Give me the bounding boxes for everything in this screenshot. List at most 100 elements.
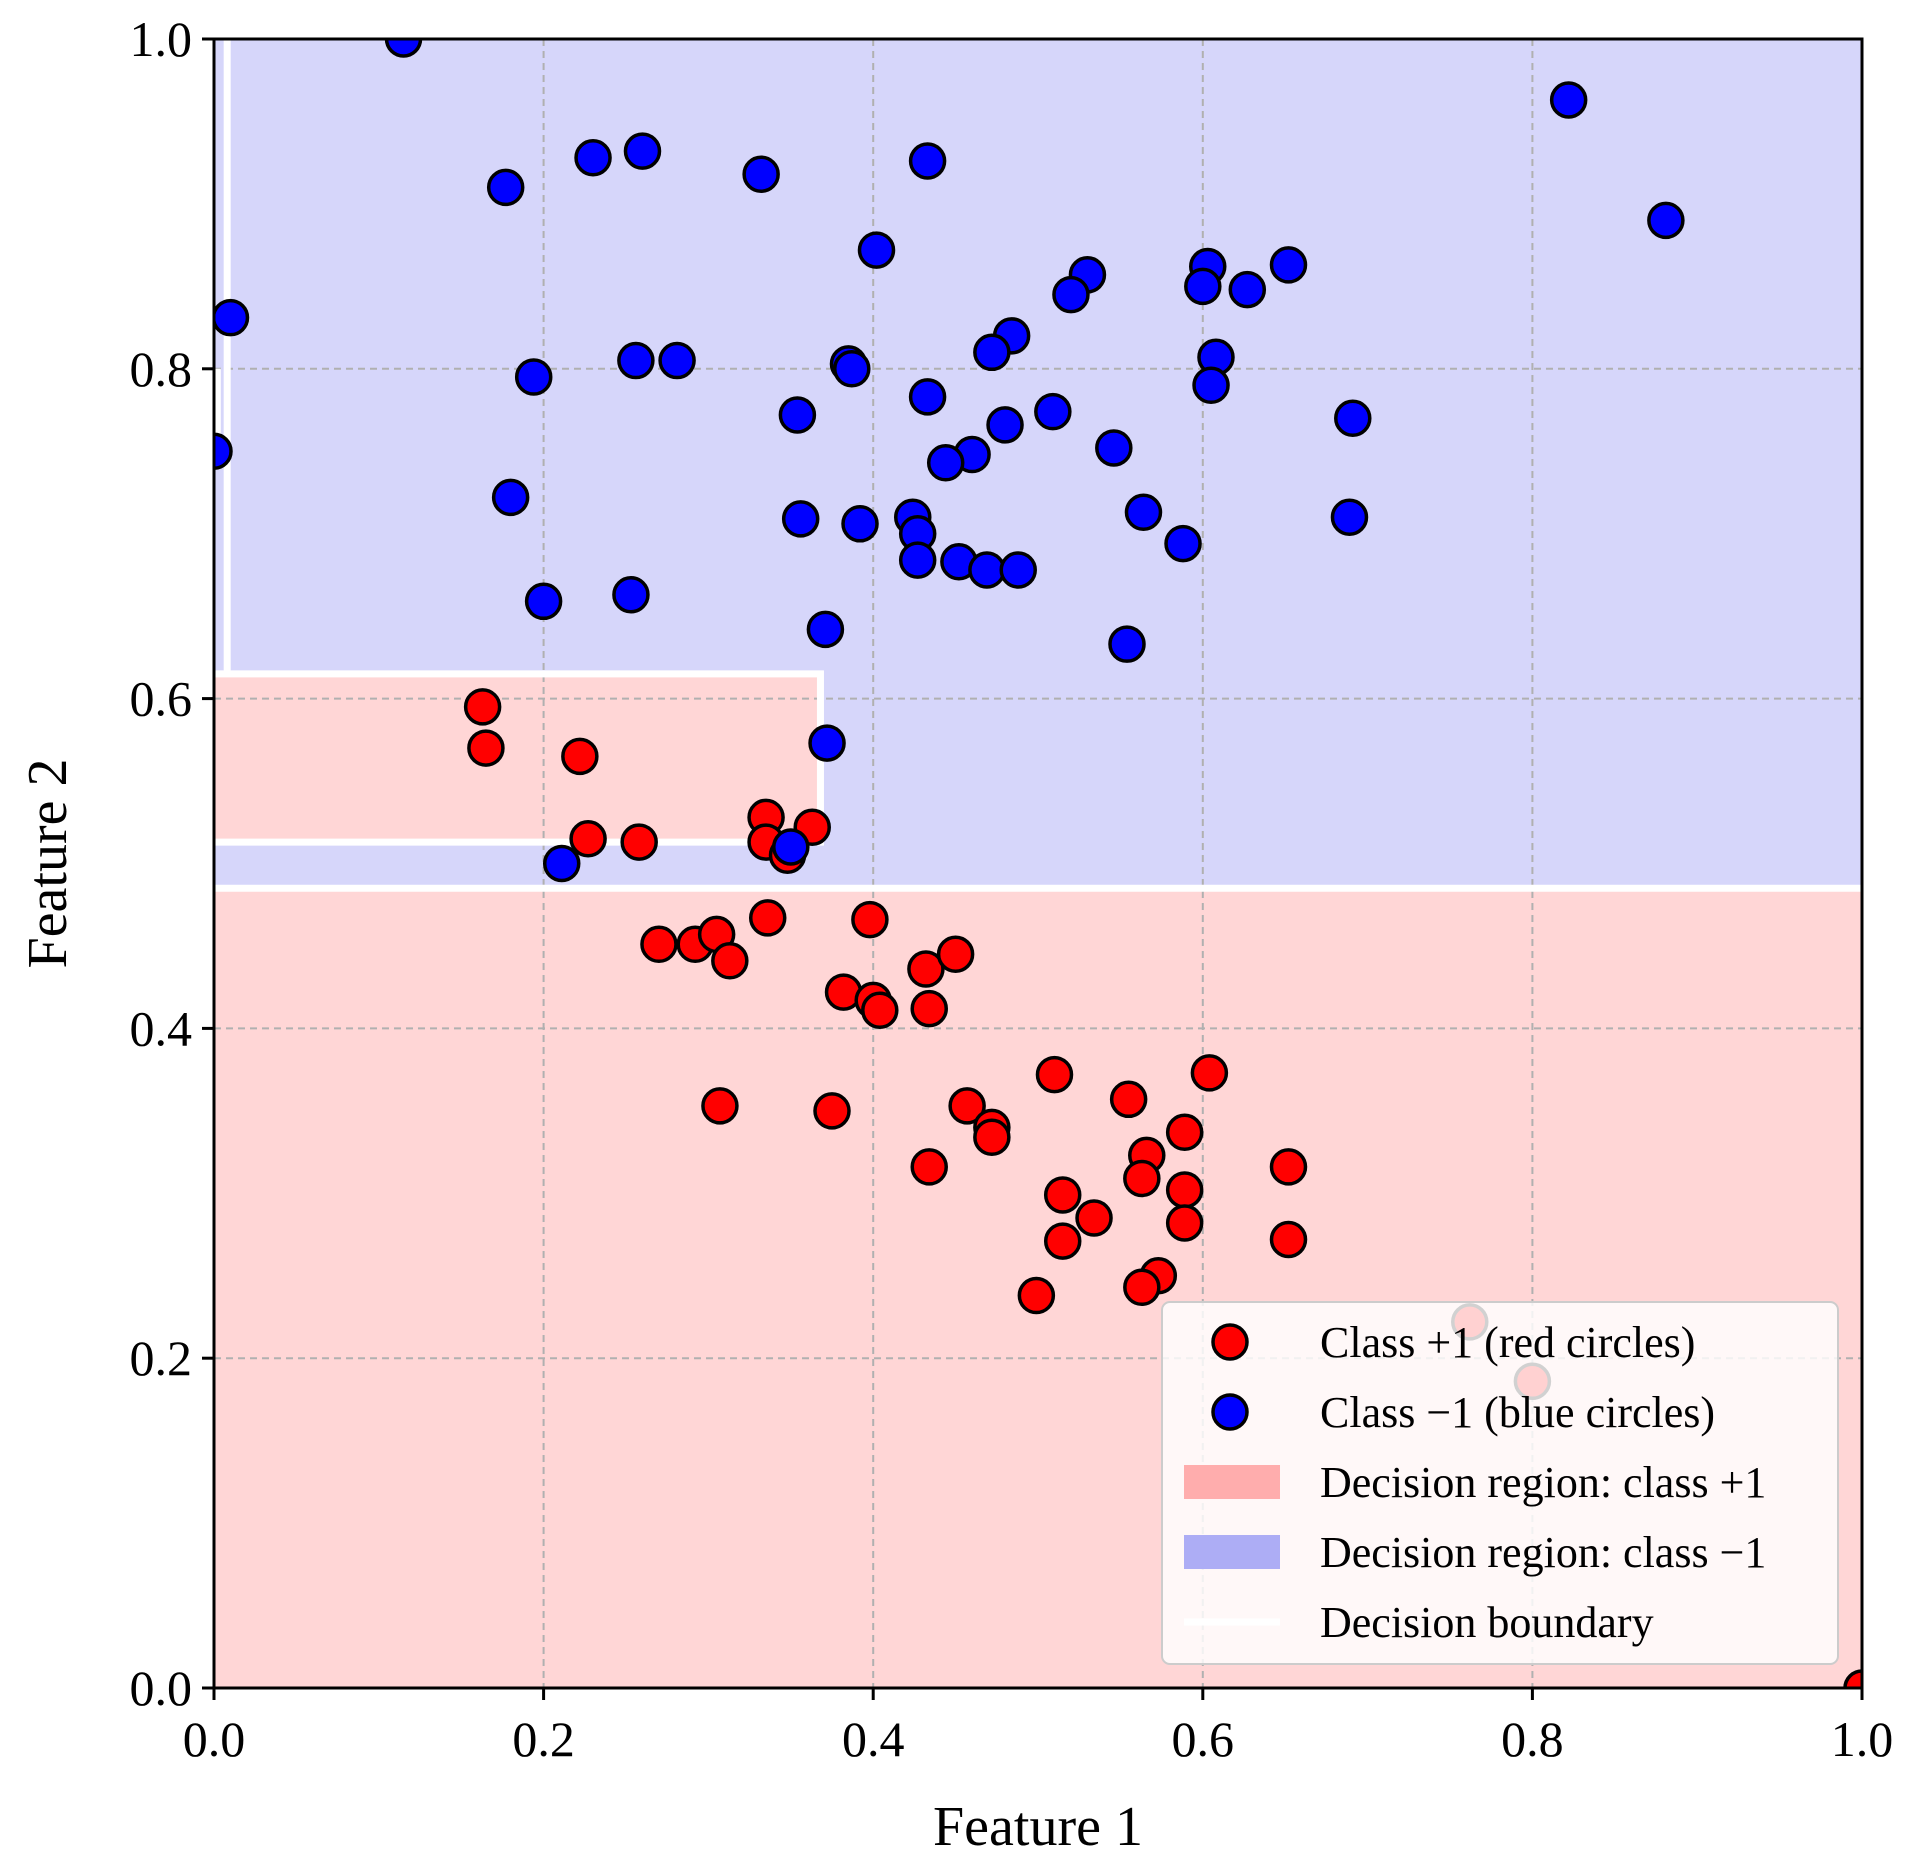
point-class-neg — [1164, 524, 1202, 563]
point-class-neg — [1184, 267, 1222, 306]
legend-label: Class −1 (blue circles) — [1320, 1388, 1715, 1437]
point-class-neg — [612, 575, 650, 614]
legend-patch-region-neg — [1184, 1535, 1280, 1569]
point-class-neg — [781, 500, 820, 538]
point-class-neg — [968, 551, 1006, 589]
point-class-pos — [1075, 1199, 1113, 1237]
y-tick-label: 1.0 — [130, 11, 193, 67]
point-class-neg — [1192, 366, 1230, 405]
point-class-pos — [640, 925, 678, 964]
point-class-neg — [486, 168, 525, 207]
point-class-neg — [1647, 201, 1685, 240]
legend-box — [1161, 1301, 1839, 1665]
point-class-pos — [861, 991, 899, 1030]
x-tick-label: 0.4 — [842, 1711, 905, 1767]
point-class-neg — [1269, 246, 1308, 284]
point-class-neg — [926, 444, 965, 482]
point-class-pos — [907, 950, 945, 988]
point-class-neg — [778, 396, 817, 434]
point-class-pos — [711, 942, 749, 980]
point-class-neg — [908, 378, 947, 416]
point-class-pos — [910, 1148, 948, 1186]
point-class-pos — [1123, 1268, 1161, 1307]
point-class-neg — [898, 541, 937, 579]
y-tick-label: 0.8 — [130, 341, 193, 397]
point-class-neg — [658, 341, 696, 380]
legend-label: Class +1 (red circles) — [1320, 1318, 1695, 1367]
plot-frame — [212, 37, 1864, 1690]
point-class-pos — [1269, 1148, 1308, 1186]
point-class-pos — [1269, 1220, 1308, 1259]
legend-patch-region-pos — [1184, 1465, 1280, 1499]
point-class-neg — [384, 39, 423, 58]
x-tick-label: 0.8 — [1501, 1711, 1564, 1767]
point-class-neg — [514, 358, 553, 396]
point-class-neg — [623, 132, 662, 170]
x-tick-label: 0.2 — [512, 1711, 575, 1767]
point-class-pos — [1109, 1080, 1148, 1119]
legend-marker-class-neg — [1211, 1393, 1249, 1431]
point-class-pos — [948, 1087, 986, 1125]
axis-ticks: 0.0 0.2 0.4 0.6 0.8 1.0 0.0 0.2 0.4 0.6 0.8 1.0 — [130, 11, 1894, 1767]
point-class-neg — [1228, 270, 1267, 309]
point-class-pos — [1165, 1204, 1204, 1242]
point-class-neg — [491, 478, 530, 517]
y-tick-label: 0.6 — [130, 671, 193, 727]
point-class-neg — [841, 505, 879, 543]
point-class-pos — [851, 900, 889, 939]
x-tick-label: 1.0 — [1831, 1711, 1894, 1767]
legend-marker-class-pos — [1211, 1323, 1249, 1361]
point-class-neg — [1095, 429, 1133, 467]
legend-label: Decision boundary — [1320, 1598, 1654, 1647]
x-axis-label: Feature 1 — [933, 1796, 1143, 1858]
point-class-neg — [973, 333, 1011, 372]
point-class-neg — [1034, 392, 1072, 431]
point-class-neg — [1330, 498, 1369, 536]
point-class-neg — [986, 406, 1024, 444]
x-tick-label: 0.0 — [183, 1711, 246, 1767]
point-class-pos — [936, 935, 975, 973]
legend-label: Decision region: class −1 — [1320, 1528, 1766, 1577]
point-class-pos — [1843, 1669, 1862, 1688]
point-class-pos — [701, 1087, 739, 1125]
point-class-pos — [1165, 1113, 1204, 1152]
legend-label: Decision region: class +1 — [1320, 1458, 1766, 1507]
y-tick-label: 0.2 — [130, 1330, 193, 1386]
y-axis-label: Feature 2 — [17, 759, 79, 969]
y-tick-label: 0.4 — [130, 1000, 193, 1056]
point-class-neg — [808, 724, 846, 762]
point-class-neg — [1052, 275, 1090, 314]
point-class-pos — [569, 820, 607, 858]
point-class-pos — [463, 688, 502, 726]
decision-region-pos-2 — [214, 673, 821, 843]
point-class-neg — [214, 298, 250, 337]
point-class-pos — [1043, 1222, 1082, 1260]
point-class-neg — [1124, 493, 1163, 532]
point-class-pos — [1165, 1171, 1204, 1209]
point-class-neg — [908, 142, 947, 180]
point-class-neg — [1108, 625, 1146, 663]
legend: Class +1 (red circles) Class −1 (blue cir… — [1161, 1301, 1839, 1665]
point-class-pos — [1017, 1276, 1056, 1315]
point-class-pos — [561, 737, 599, 776]
point-class-pos — [1035, 1055, 1074, 1094]
point-class-neg — [772, 828, 810, 866]
point-class-neg — [214, 432, 233, 470]
point-class-neg — [524, 582, 563, 621]
point-class-neg — [1334, 399, 1372, 438]
point-class-neg — [857, 231, 896, 269]
point-class-pos — [620, 823, 658, 861]
point-class-neg — [806, 610, 845, 649]
x-tick-label: 0.6 — [1172, 1711, 1235, 1767]
point-class-neg — [999, 551, 1037, 589]
point-class-neg — [542, 844, 581, 883]
point-class-neg — [833, 350, 871, 388]
point-class-pos — [973, 1118, 1011, 1156]
point-class-pos — [467, 729, 505, 767]
point-class-pos — [1043, 1176, 1082, 1214]
point-class-pos — [1190, 1054, 1229, 1092]
point-class-neg — [1549, 81, 1588, 119]
y-tick-label: 0.0 — [130, 1660, 193, 1716]
point-class-pos — [813, 1092, 851, 1130]
